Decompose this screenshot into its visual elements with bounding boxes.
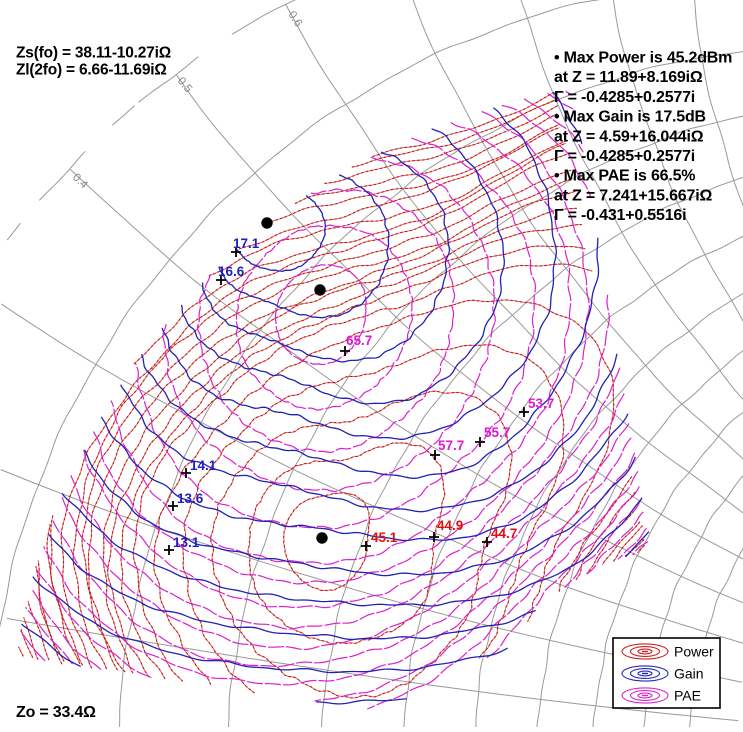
svg-text:65.7: 65.7 — [346, 333, 372, 348]
svg-text:Γ = -0.4285+0.2577i: Γ = -0.4285+0.2577i — [554, 89, 695, 106]
svg-text:13.1: 13.1 — [173, 535, 200, 550]
svg-text:• Max PAE is 66.5%: • Max PAE is 66.5% — [554, 168, 695, 185]
svg-text:44.9: 44.9 — [437, 518, 463, 533]
svg-text:Γ = -0.4285+0.2577i: Γ = -0.4285+0.2577i — [554, 148, 695, 165]
svg-text:at Z = 11.89+8.169iΩ: at Z = 11.89+8.169iΩ — [554, 69, 703, 86]
svg-text:PAE: PAE — [674, 688, 701, 704]
svg-text:• Max Gain is 17.5dB: • Max Gain is 17.5dB — [554, 109, 706, 126]
svg-text:at Z = 4.59+16.044iΩ: at Z = 4.59+16.044iΩ — [554, 128, 704, 145]
svg-text:Γ = -0.431+0.5516i: Γ = -0.431+0.5516i — [554, 207, 686, 224]
svg-text:Gain: Gain — [674, 666, 704, 682]
svg-text:Zo = 33.4Ω: Zo = 33.4Ω — [16, 704, 96, 721]
svg-text:Zs(fo) = 38.11-10.27iΩ: Zs(fo) = 38.11-10.27iΩ — [16, 45, 171, 62]
svg-text:44.7: 44.7 — [491, 526, 517, 541]
svg-text:55.7: 55.7 — [484, 425, 510, 440]
svg-text:at Z = 7.241+15.667iΩ: at Z = 7.241+15.667iΩ — [554, 187, 712, 204]
svg-text:53.7: 53.7 — [528, 396, 554, 411]
svg-text:13.6: 13.6 — [177, 491, 204, 506]
svg-text:17.1: 17.1 — [233, 236, 260, 251]
svg-text:Zl(2fo) = 6.66-11.69iΩ: Zl(2fo) = 6.66-11.69iΩ — [16, 62, 167, 79]
svg-text:14.1: 14.1 — [190, 458, 217, 473]
svg-text:57.7: 57.7 — [438, 438, 464, 453]
svg-text:• Max Power is 45.2dBm: • Max Power is 45.2dBm — [554, 50, 732, 67]
svg-text:16.6: 16.6 — [218, 264, 245, 279]
svg-text:Power: Power — [674, 644, 714, 660]
svg-text:45.1: 45.1 — [371, 530, 398, 545]
